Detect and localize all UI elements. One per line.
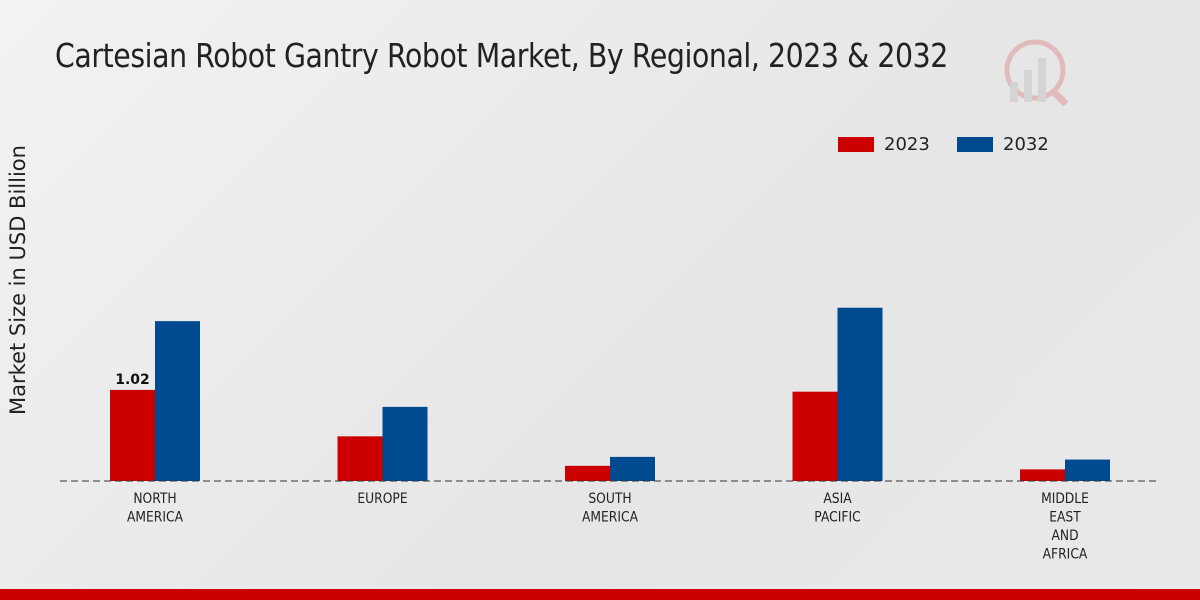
bar-2023-3 (792, 391, 838, 481)
x-tick-label: AFRICA (1043, 547, 1088, 563)
x-tick-label: NORTH (133, 491, 176, 507)
x-tick-label: MIDDLE (1041, 491, 1089, 507)
bar-2023-1 (337, 436, 383, 481)
x-tick-label: SOUTH (588, 491, 631, 507)
x-tick-label: PACIFIC (814, 510, 860, 526)
bar-2023-4 (1020, 469, 1065, 481)
legend-label: 2032 (1003, 134, 1049, 155)
bar-2032-2 (610, 456, 655, 481)
legend-swatch-2032 (957, 137, 993, 152)
x-tick-label: AMERICA (127, 510, 183, 526)
bar-2032-1 (382, 406, 428, 481)
x-tick-label: EAST (1049, 510, 1081, 526)
x-tick-label: AND (1051, 528, 1078, 544)
legend-swatch-2023 (838, 137, 874, 152)
watermark-logo (1004, 39, 1069, 107)
footer-bar (0, 589, 1200, 600)
legend-item-2032: 2032 (957, 134, 1049, 155)
legend-item-2023: 2023 (838, 134, 930, 155)
bar-2023-0 (110, 389, 155, 481)
data-label: 1.02 (115, 372, 150, 388)
legend-label: 2023 (884, 134, 930, 155)
bar-2023-2 (565, 465, 610, 481)
bar-2032-4 (1065, 459, 1110, 481)
bar-2032-0 (155, 321, 200, 481)
x-tick-label: AMERICA (582, 510, 638, 526)
x-tick-label: EUROPE (357, 491, 407, 507)
chart-title: Cartesian Robot Gantry Robot Market, By … (55, 36, 948, 75)
bar-2032-3 (837, 307, 883, 481)
x-tick-label: ASIA (823, 491, 851, 507)
